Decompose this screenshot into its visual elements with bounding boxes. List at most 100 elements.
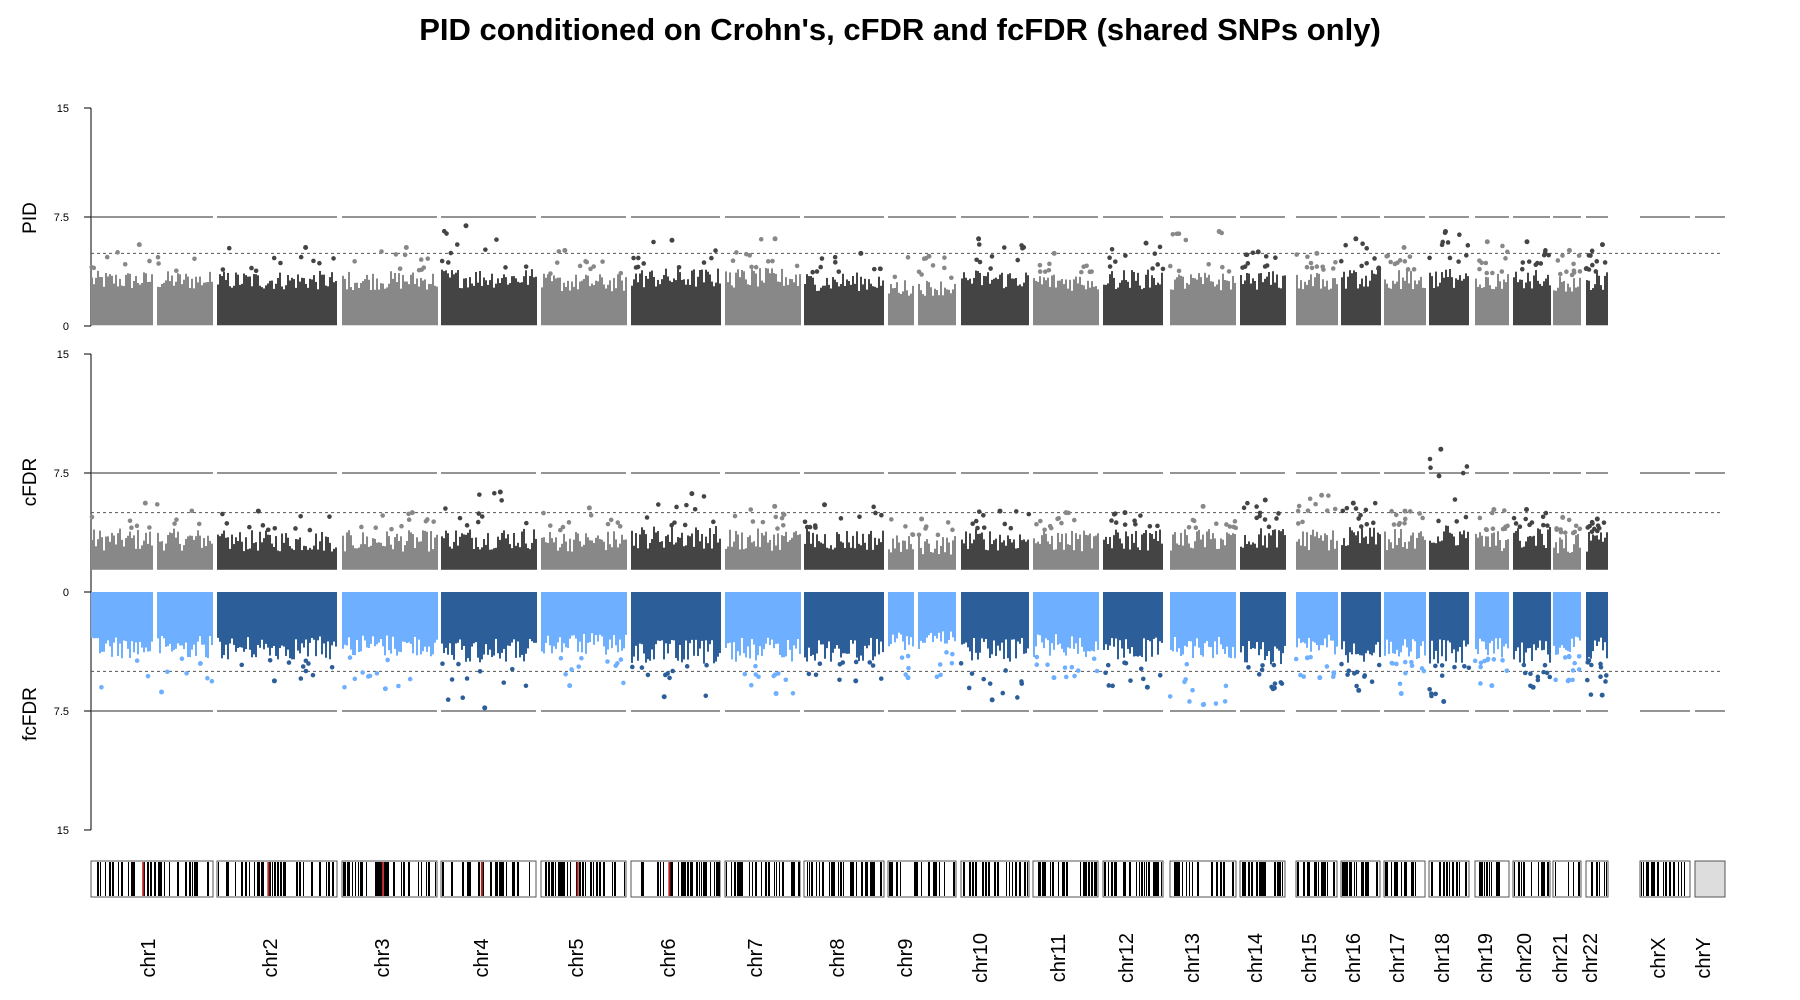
cfdr-snp-column (1180, 532, 1182, 570)
ideogram-band (529, 862, 530, 896)
cfdr-snp-column (1015, 548, 1017, 570)
fcfdr-snp-point (1167, 694, 1173, 699)
fcfdr-snp-point (837, 662, 843, 667)
pid-snp-column (663, 274, 665, 326)
cfdr-snp-column (567, 551, 569, 570)
cfdr-snp-column (663, 547, 665, 570)
fcfdr-snp-column (1371, 592, 1373, 656)
ideogram-band (831, 862, 833, 896)
cfdr-snp-column (1188, 543, 1190, 570)
cfdr-snp-column (1594, 535, 1596, 570)
pid-snp-column (872, 286, 874, 326)
pid-snp-column (1182, 276, 1184, 326)
cfdr-snp-column (179, 543, 181, 570)
fcfdr-snp-point (949, 660, 955, 666)
pid-snp-column (1178, 274, 1180, 326)
pid-snp-column (1137, 272, 1139, 326)
fcfdr-snp-column (1369, 592, 1371, 655)
fcfdr-snp-column (824, 592, 826, 659)
ideogram-band (499, 862, 501, 896)
fcfdr-snp-column (757, 592, 759, 656)
ideogram-band (734, 862, 736, 896)
fcfdr-snp-point (1122, 660, 1127, 666)
ideogram-centromere (381, 862, 384, 896)
pid-snp-column (579, 281, 581, 326)
cfdr-snp-column (197, 530, 199, 570)
fcfdr-snp-column (477, 592, 479, 658)
pid-snp-column (1145, 274, 1147, 326)
ideogram-band (1651, 862, 1653, 896)
pid-snp-column (1250, 283, 1252, 326)
ideogram-band (829, 862, 830, 896)
cfdr-snp-column (173, 528, 175, 570)
fcfdr-snp-column (1404, 592, 1406, 640)
cfdr-snp-point (1213, 521, 1219, 527)
fcfdr-snp-column (1310, 592, 1312, 652)
pid-snp-column (1129, 287, 1131, 326)
fcfdr-snp-point (310, 672, 316, 678)
fcfdr-snp-column (1262, 592, 1264, 643)
pid-snp-column (291, 277, 293, 326)
ideogram-band (348, 862, 349, 896)
fcfdr-snp-point (267, 658, 273, 663)
cfdr-snp-column (1135, 530, 1137, 570)
pid-snp-column (1420, 276, 1422, 326)
cfdr-snp-column (619, 543, 621, 570)
ideogram-chr22 (1585, 860, 1609, 898)
pid-snp-column (335, 280, 337, 326)
cfdr-snp-column (219, 536, 221, 570)
fcfdr-snp-column (1443, 592, 1445, 641)
pid-snp-column (1230, 289, 1232, 326)
cfdr-snp-column (888, 549, 890, 570)
cfdr-snp-column (267, 534, 269, 570)
ideogram-band (1343, 862, 1345, 896)
pid-snp-column (695, 286, 697, 326)
pid-snp-column (197, 282, 199, 326)
cfdr-snp-column (487, 533, 489, 570)
ideogram-band (366, 862, 367, 896)
cfdr-top-snp (1524, 506, 1530, 512)
cfdr-top-snp (1350, 500, 1356, 506)
ideogram-band (469, 862, 471, 896)
fcfdr-snp-column (806, 592, 808, 662)
pid-snp-column (1557, 287, 1559, 326)
pid-snp-column (729, 272, 731, 326)
cfdr-snp-point (1353, 506, 1359, 511)
ideogram-chr3 (341, 860, 438, 898)
cfdr-snp-column (483, 538, 485, 570)
pid-snp-column (177, 273, 179, 326)
fcfdr-snp-column (259, 592, 261, 648)
ideogram-band (660, 862, 661, 896)
ideogram-band (819, 862, 820, 896)
chromosome-label: chr2 (260, 939, 282, 978)
fcfdr-snp-column (1079, 592, 1081, 638)
pid-snp-column (1015, 278, 1017, 326)
pid-snp-point (730, 258, 736, 264)
ideogram-band (296, 862, 298, 896)
fcfdr-snp-point (558, 655, 564, 661)
ideogram-band (1304, 862, 1305, 896)
fcfdr-snp-column (617, 592, 619, 653)
fcfdr-snp-column (1097, 592, 1099, 650)
cfdr-snp-column (165, 543, 167, 570)
cfdr-snp-point (1191, 518, 1197, 524)
cfdr-snp-column (201, 547, 203, 570)
cfdr-snp-point (1464, 464, 1470, 469)
fcfdr-snp-column (1121, 592, 1123, 649)
pid-tick-label: 15 (57, 103, 69, 115)
pid-snp-column (1117, 287, 1119, 326)
ideogram-band (1154, 862, 1156, 896)
cfdr-snp-point (711, 519, 716, 525)
cfdr-snp-column (1406, 548, 1408, 570)
pid-snp-column (1119, 282, 1121, 326)
ideogram-band (896, 862, 898, 896)
cfdr-snp-column (969, 533, 971, 570)
fcfdr-chr4-points (440, 592, 537, 711)
fcfdr-snp-column (585, 592, 587, 654)
pid-snp-column (1604, 275, 1606, 326)
pid-snp-point (1109, 246, 1115, 252)
fcfdr-snp-column (603, 592, 605, 647)
cfdr-snp-column (870, 530, 872, 570)
cfdr-snp-column (862, 533, 864, 570)
pid-snp-column (426, 289, 428, 326)
